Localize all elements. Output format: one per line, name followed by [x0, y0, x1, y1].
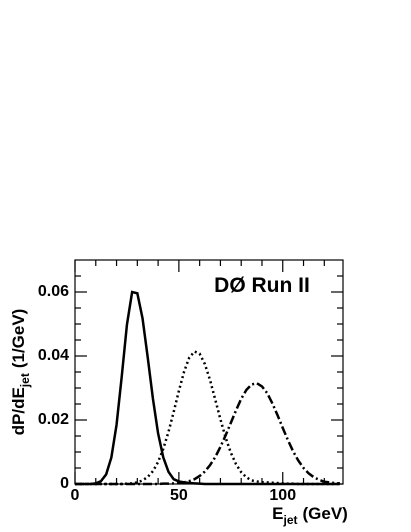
curve — [75, 290, 340, 486]
y-axis-label: dP/dEjet (1/GeV) — [9, 309, 32, 436]
x-label-sub: jet — [282, 513, 297, 527]
y-tick-label: 0.04 — [38, 347, 69, 364]
y-tick-label: 0.06 — [38, 283, 69, 300]
y-tick-label: 0 — [60, 475, 69, 492]
x-tick-label: 0 — [71, 487, 80, 504]
y-label-main: dP/dE — [9, 387, 28, 435]
x-label-main: E — [272, 504, 283, 523]
y-label-sub: jet — [18, 373, 32, 388]
y-label-unit: (1/GeV) — [9, 309, 28, 369]
curve — [75, 350, 340, 486]
x-axis-label: Ejet (GeV) — [272, 504, 348, 527]
x-tick-label: 100 — [269, 487, 296, 504]
curve — [75, 381, 340, 486]
annotation: DØ Run II — [214, 274, 310, 297]
y-tick-label: 0.02 — [38, 411, 69, 428]
x-tick-label: 50 — [170, 487, 188, 504]
x-label-unit: (GeV) — [303, 504, 348, 523]
